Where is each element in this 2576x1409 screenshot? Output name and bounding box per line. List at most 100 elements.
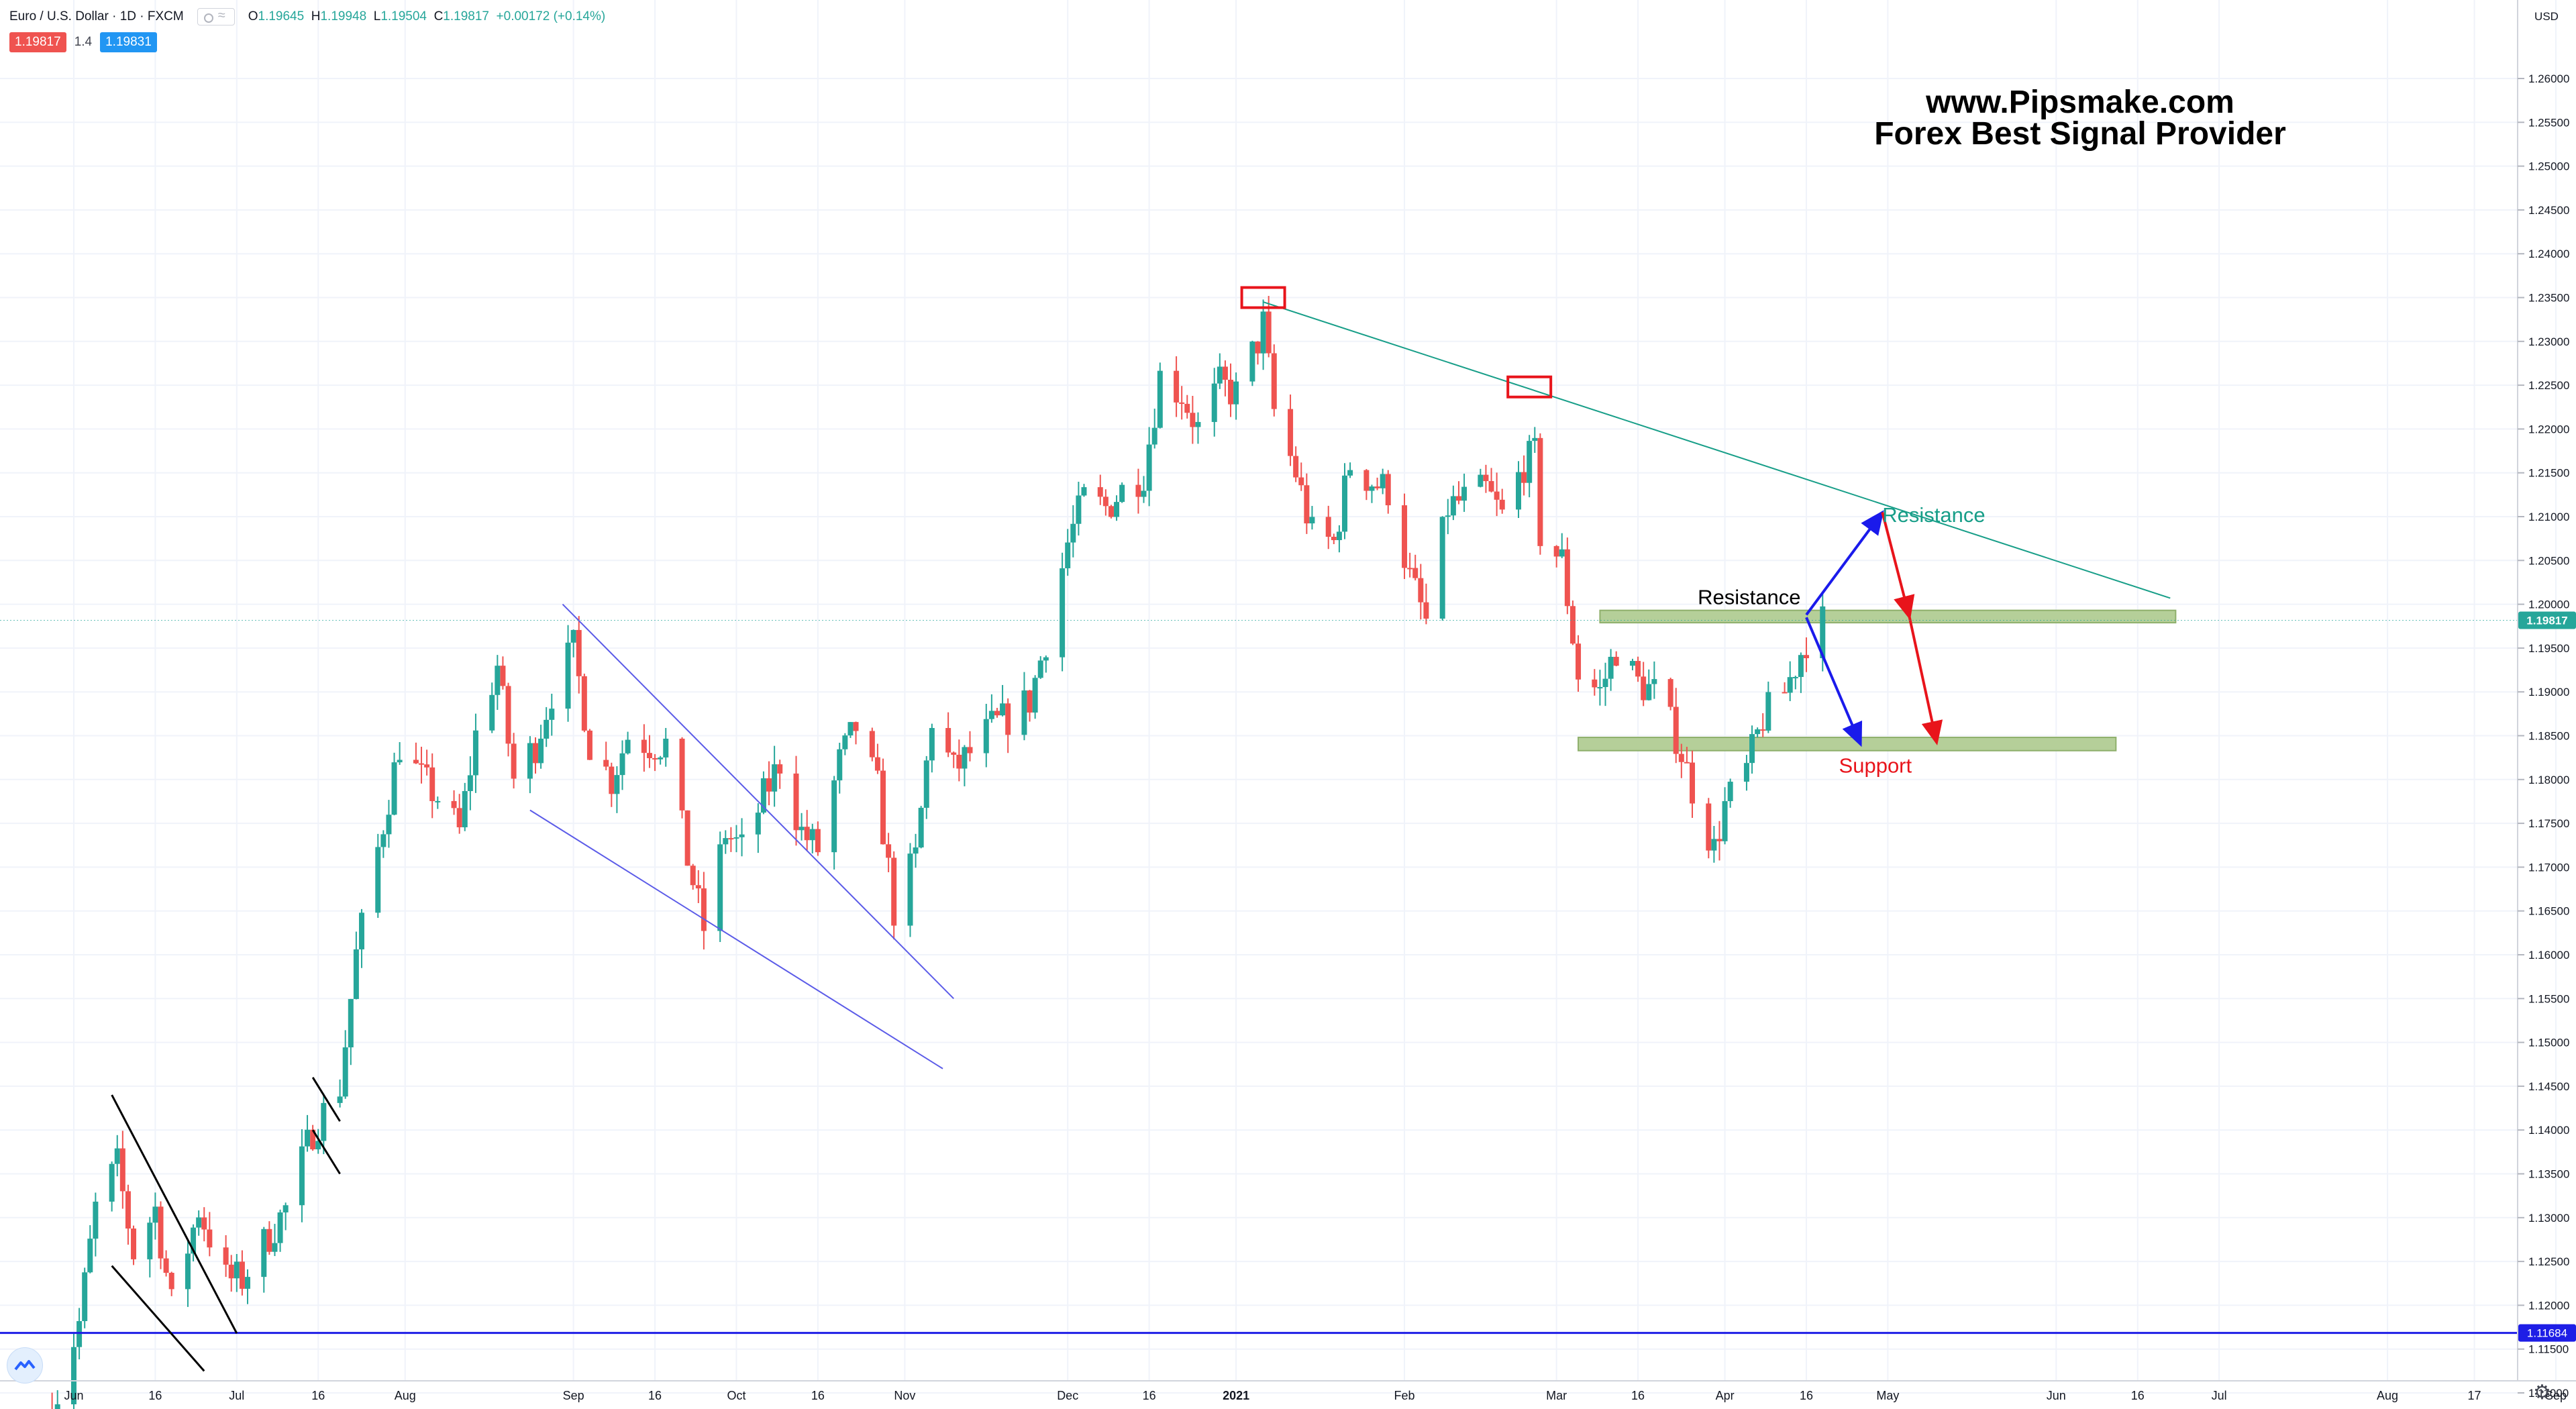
candle-down [168,1272,174,1290]
candle-up [1157,370,1163,428]
price-tick-label: 1.26000 [2528,72,2569,85]
candle-down [163,1258,169,1273]
candle-down [1412,568,1419,578]
candle-up [527,743,533,779]
candle-up [1037,660,1043,678]
candle-down [956,754,962,769]
candle-up [397,760,403,763]
candle-up [234,1261,240,1279]
candle-up [619,753,625,776]
price-tick-label: 1.14500 [2528,1080,2569,1093]
candle-up [1060,568,1066,658]
time-tick-label: 17 [2468,1389,2481,1402]
candle-up [1081,487,1087,496]
candle-up [837,749,843,781]
candle-down [891,857,897,926]
time-tick-label: Jul [2212,1389,2227,1402]
candle-down [853,722,859,731]
candle-down [641,739,647,753]
price-tick-label: 1.14000 [2528,1124,2569,1137]
candle-down [1423,602,1429,619]
trendline-resistance-label: Resistance [1882,503,1985,527]
candle-up [1000,703,1006,716]
candle-down [429,767,435,802]
open-key: O [248,9,258,23]
candle-down [1407,568,1413,570]
candle-up [1445,515,1451,517]
channel-line [529,809,943,1069]
candle-down [652,758,658,760]
candle-down [1678,753,1684,762]
candle-down [1553,545,1559,557]
candle-down [701,888,707,931]
candle-up [538,738,544,764]
candle-down [511,743,517,779]
time-tick-label: Oct [727,1389,745,1402]
candle-down [1564,549,1570,607]
drawings[interactable] [0,286,2518,1372]
candle-up [114,1148,120,1164]
candle-up [1461,486,1467,501]
candle-up [1195,421,1201,427]
time-tick-label: Dec [1057,1389,1078,1402]
ohlc-values: O1.19645 H1.19948 L1.19504 C1.19817 +0.0… [248,9,606,24]
candle-up [1820,606,1826,659]
candles[interactable] [50,295,1826,1409]
candle-down [874,757,880,771]
candle-down [684,810,690,866]
candle-up [1260,311,1266,354]
candle-down [1005,703,1011,735]
sell-button[interactable]: 1.19817 [9,32,66,52]
time-axis-ticks[interactable]: Jun 16 Jul 16 Aug Sep 16 Oct 16 Nov Dec 16 2021 Feb Ma… [64,1389,2566,1402]
close-value: 1.19817 [443,9,489,23]
candle-down [413,760,419,764]
candle-down [1673,707,1679,754]
candle-down [1684,762,1690,764]
candle-up [495,666,501,695]
tradingview-logo-icon[interactable] [7,1347,43,1384]
candle-down [679,738,685,811]
price-tick-label: 1.17500 [2528,817,2569,830]
candle-down [1592,679,1598,688]
buy-button[interactable]: 1.19831 [100,32,157,52]
zone-resistance-label: Resistance [1698,586,1800,609]
candle-up [907,853,913,926]
red-arrow [1908,617,1943,745]
highlight-box [1506,375,1553,399]
price-tick-label: 1.22500 [2528,379,2569,392]
visibility-toggle[interactable] [197,8,235,25]
symbol-title[interactable]: Euro / U.S. Dollar · 1D · FXCM [9,9,184,23]
price-axis-ticks[interactable]: 1.26000 1.25500 1.25000 1.24500 1.24000 1.235… [2518,72,2569,1400]
price-tick-label: 1.19000 [2528,686,2569,698]
candle-up [82,1272,88,1322]
price-tick-label: 1.22000 [2528,423,2569,435]
price-tick-label: 1.13500 [2528,1168,2569,1181]
candle-down [1108,506,1114,517]
candle-up [918,807,924,848]
time-tick-label: Aug [395,1389,416,1402]
blue-arrow [1805,510,1884,616]
candle-down [158,1206,164,1259]
candle-down [1255,342,1261,354]
flag-line [111,1094,238,1334]
candle-down [1760,729,1766,731]
candle-down [1266,311,1272,354]
candle-down [228,1264,234,1279]
candle-up [321,1102,327,1141]
time-tick-label: 16 [311,1389,325,1402]
candle-up [348,998,354,1048]
candle-down [1782,692,1788,694]
spread-value: 1.4 [74,35,93,49]
candle-up [1141,490,1147,497]
line-price-badge: 1.11684 [2518,1324,2576,1342]
candle-down [793,773,799,831]
candle-up [1309,517,1315,524]
candle-down [967,747,973,753]
candle-up [831,780,837,853]
gear-icon[interactable]: ⚙ [2533,1381,2551,1404]
candle-down [310,1129,316,1149]
candle-up [277,1212,283,1243]
candle-down [869,731,875,758]
